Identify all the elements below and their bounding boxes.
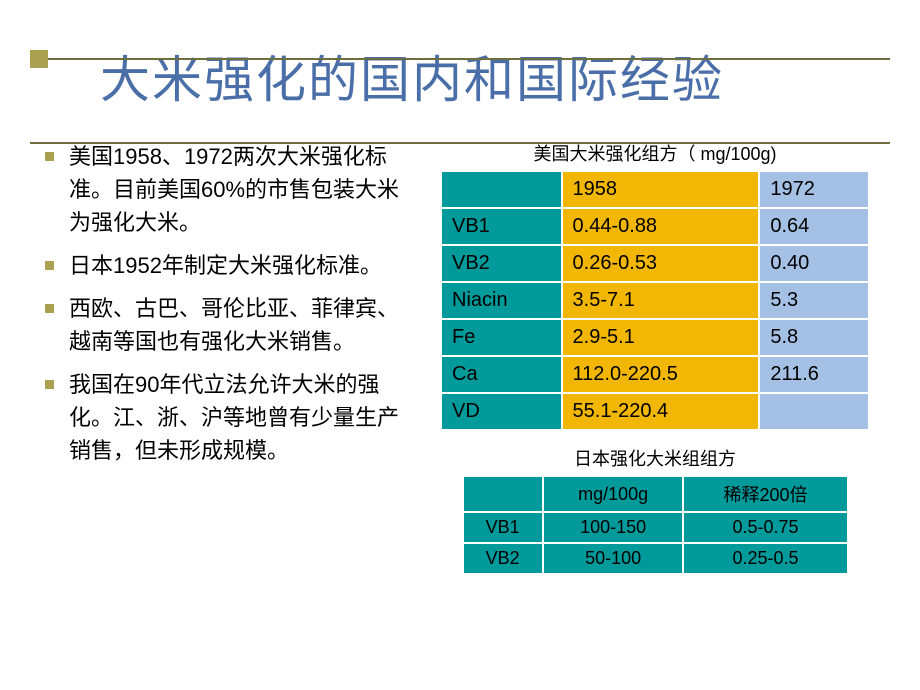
title-rule-bottom [30, 142, 890, 144]
table-row: VB1 100-150 0.5-0.75 [463, 512, 848, 543]
bullet-icon [45, 380, 54, 389]
table-cell: 稀释200倍 [683, 476, 847, 512]
content-region: 美国1958、1972两次大米强化标准。目前美国60%的市售包装大米为强化大米。… [0, 130, 920, 575]
us-table: 1958 1972 VB1 0.44-0.88 0.64 VB2 0.26-0.… [440, 170, 870, 431]
table-cell [759, 393, 869, 430]
bullet-text: 我国在90年代立法允许大米的强化。江、浙、沪等地曾有少量生产销售，但未形成规模。 [69, 368, 420, 467]
table-cell: 100-150 [543, 512, 684, 543]
title-region: 大米强化的国内和国际经验 [0, 0, 920, 130]
tables-region: 美国大米强化组方（ mg/100g) 1958 1972 VB1 0.44-0.… [440, 140, 870, 575]
table-cell: 5.3 [759, 282, 869, 319]
table-row: mg/100g 稀释200倍 [463, 476, 848, 512]
list-item: 日本1952年制定大米强化标准。 [30, 249, 420, 282]
bullet-text: 西欧、古巴、哥伦比亚、菲律宾、越南等国也有强化大米销售。 [69, 292, 420, 358]
table-cell [463, 476, 543, 512]
table-cell: 0.25-0.5 [683, 543, 847, 574]
japan-table: mg/100g 稀释200倍 VB1 100-150 0.5-0.75 VB2 … [462, 475, 849, 575]
table-row: Fe 2.9-5.1 5.8 [441, 319, 869, 356]
table-cell: 112.0-220.5 [562, 356, 760, 393]
list-item: 美国1958、1972两次大米强化标准。目前美国60%的市售包装大米为强化大米。 [30, 140, 420, 239]
table-cell: 50-100 [543, 543, 684, 574]
table-cell: 0.40 [759, 245, 869, 282]
bullet-text: 日本1952年制定大米强化标准。 [69, 249, 420, 282]
table-cell [441, 171, 562, 208]
title-rule-top [30, 58, 890, 60]
table-cell: 1972 [759, 171, 869, 208]
bullet-text: 美国1958、1972两次大米强化标准。目前美国60%的市售包装大米为强化大米。 [69, 140, 420, 239]
table-cell: 2.9-5.1 [562, 319, 760, 356]
table-cell: 5.8 [759, 319, 869, 356]
table2-caption: 日本强化大米组组方 [440, 445, 870, 471]
table-row: Niacin 3.5-7.1 5.3 [441, 282, 869, 319]
table-row: VB2 50-100 0.25-0.5 [463, 543, 848, 574]
table-cell: 211.6 [759, 356, 869, 393]
table-cell: Ca [441, 356, 562, 393]
bullet-icon [45, 304, 54, 313]
table-row: 1958 1972 [441, 171, 869, 208]
bullet-list: 美国1958、1972两次大米强化标准。目前美国60%的市售包装大米为强化大米。… [30, 140, 440, 575]
page-title: 大米强化的国内和国际经验 [100, 40, 920, 120]
table-cell: VD [441, 393, 562, 430]
table-cell: 0.5-0.75 [683, 512, 847, 543]
bullet-icon [45, 261, 54, 270]
table-row: VB1 0.44-0.88 0.64 [441, 208, 869, 245]
table-row: VB2 0.26-0.53 0.40 [441, 245, 869, 282]
bullet-icon [45, 152, 54, 161]
table-cell: 0.26-0.53 [562, 245, 760, 282]
table-cell: mg/100g [543, 476, 684, 512]
table-row: VD 55.1-220.4 [441, 393, 869, 430]
table-cell: Fe [441, 319, 562, 356]
table-cell: 3.5-7.1 [562, 282, 760, 319]
list-item: 我国在90年代立法允许大米的强化。江、浙、沪等地曾有少量生产销售，但未形成规模。 [30, 368, 420, 467]
table-cell: 55.1-220.4 [562, 393, 760, 430]
title-accent-square [30, 50, 48, 68]
table-cell: 1958 [562, 171, 760, 208]
table-cell: VB2 [463, 543, 543, 574]
table-cell: 0.64 [759, 208, 869, 245]
table-row: Ca 112.0-220.5 211.6 [441, 356, 869, 393]
list-item: 西欧、古巴、哥伦比亚、菲律宾、越南等国也有强化大米销售。 [30, 292, 420, 358]
table-cell: 0.44-0.88 [562, 208, 760, 245]
table-cell: VB2 [441, 245, 562, 282]
table-cell: Niacin [441, 282, 562, 319]
table-cell: VB1 [441, 208, 562, 245]
table-cell: VB1 [463, 512, 543, 543]
